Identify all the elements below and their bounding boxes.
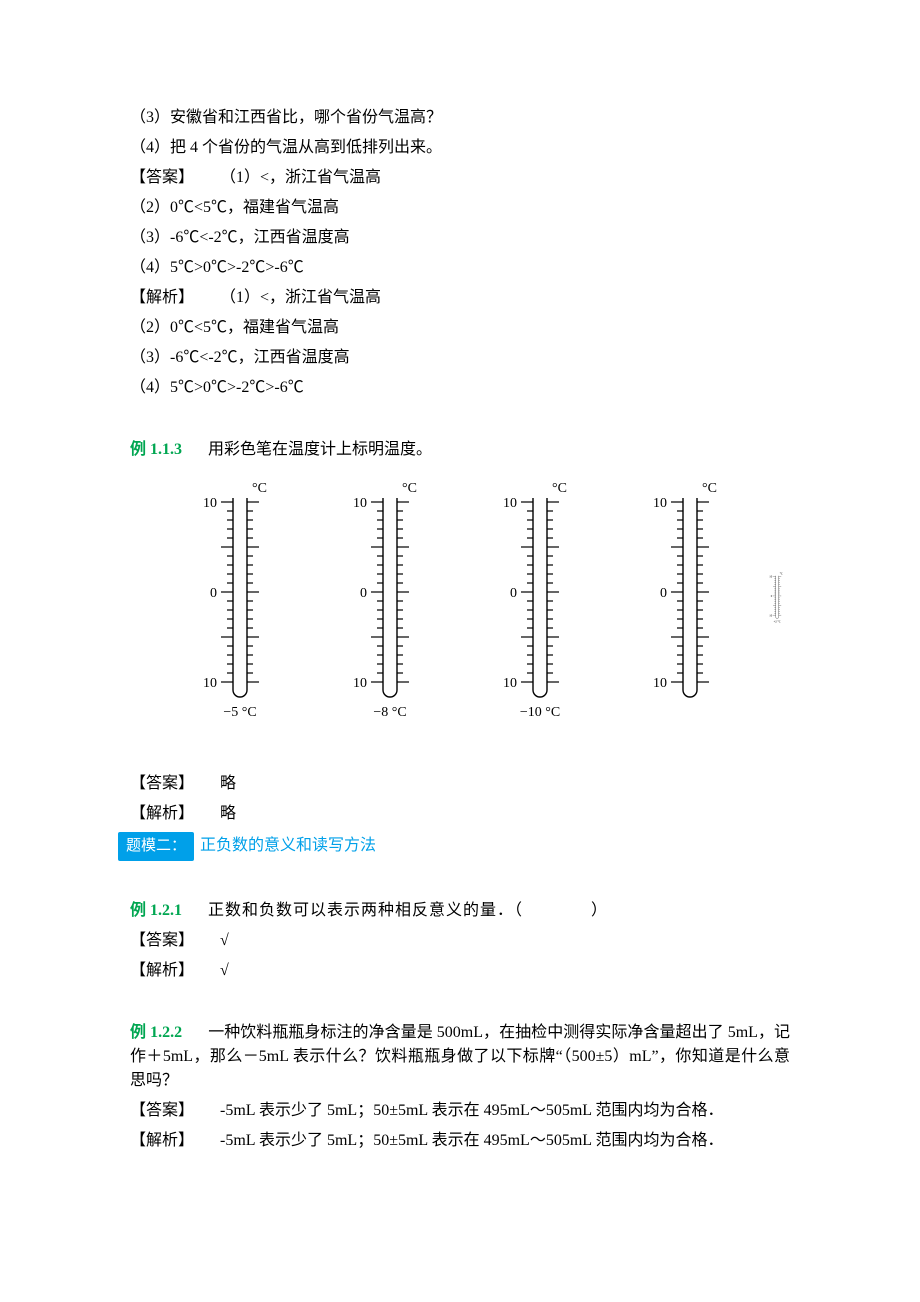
q1-answer-block: 【答案】 （1）<，浙江省气温高 <box>130 166 790 190</box>
svg-text:10: 10 <box>653 676 667 691</box>
example-number: 例 1.1.3 <box>130 441 182 458</box>
answer-label: 【答案】 <box>130 169 194 186</box>
thermometer-svg: °C 10 0 10 <box>610 472 750 722</box>
thermometer-svg: °C10010+2 °C <box>760 472 790 722</box>
example-number: 例 1.2.2 <box>130 1024 182 1041</box>
answer-text: 略 <box>220 775 236 792</box>
answer-text: √ <box>220 932 229 949</box>
q1-answer-3: （3）-6℃<-2℃，江西省温度高 <box>130 226 790 250</box>
svg-text:°C: °C <box>252 481 267 496</box>
ex121-explain: 【解析】 √ <box>130 959 790 983</box>
topic-title: 正负数的意义和读写方法 <box>200 837 376 854</box>
svg-text:°C: °C <box>552 481 567 496</box>
q1-answer-4: （4）5℃>0℃>-2℃>-6℃ <box>130 256 790 280</box>
svg-text:0: 0 <box>510 586 517 601</box>
svg-text:0: 0 <box>210 586 217 601</box>
ex122-answer: 【答案】 -5mL 表示少了 5mL；50±5mL 表示在 495mL～505m… <box>130 1099 790 1123</box>
example-1-2-2: 例 1.2.2 一种饮料瓶瓶身标注的净含量是 500mL，在抽检中测得实际净含量… <box>130 1021 790 1093</box>
thermometer-2: °C 10 0 10 −8 °C <box>310 472 450 730</box>
thermometer-1: °C 10 0 10 −5 °C <box>160 472 300 730</box>
answer-label: 【答案】 <box>130 1102 194 1119</box>
svg-text:−8 °C: −8 °C <box>373 705 406 720</box>
q1-answer-1: （1）<，浙江省气温高 <box>220 169 381 186</box>
thermometer-svg: °C10010−10 °C <box>460 472 600 722</box>
ex122-explain: 【解析】 -5mL 表示少了 5mL；50±5mL 表示在 495mL～505m… <box>130 1129 790 1153</box>
answer-label: 【答案】 <box>130 932 194 949</box>
answer-label: 【答案】 <box>130 775 194 792</box>
explain-label: 【解析】 <box>130 805 194 822</box>
explain-label: 【解析】 <box>130 962 194 979</box>
svg-text:10: 10 <box>769 575 773 579</box>
q1-answer-2: （2）0℃<5℃，福建省气温高 <box>130 196 790 220</box>
q1-explain-block: 【解析】 （1）<，浙江省气温高 <box>130 286 790 310</box>
svg-text:10: 10 <box>353 496 367 511</box>
topic-2-header: 题模二： 正负数的意义和读写方法 <box>118 832 790 861</box>
q1-explain-2: （2）0℃<5℃，福建省气温高 <box>130 316 790 340</box>
q1-explain-4: （4）5℃>0℃>-2℃>-6℃ <box>130 376 790 400</box>
q1-item-4: （4）把 4 个省份的气温从高到低排列出来。 <box>130 136 790 160</box>
thermometer-svg: °C 10 0 10 −8 °C <box>310 472 450 722</box>
svg-text:0: 0 <box>660 586 667 601</box>
svg-text:10: 10 <box>503 496 517 511</box>
thermometer-3: °C10010−10 °C <box>460 472 600 730</box>
explain-text: -5mL 表示少了 5mL；50±5mL 表示在 495mL～505mL 范围内… <box>220 1132 723 1149</box>
svg-text:10: 10 <box>353 676 367 691</box>
svg-text:−5 °C: −5 °C <box>223 705 256 720</box>
thermometer-row: °C10010−5 °C °C10010−8 °C °C10010−10 °C … <box>160 472 790 730</box>
thermometer-svg: °C 10 0 10 −5 °C <box>160 472 300 722</box>
svg-text:0: 0 <box>771 594 773 598</box>
explain-label: 【解析】 <box>130 289 194 306</box>
svg-text:0: 0 <box>360 586 367 601</box>
example-text: 正数和负数可以表示两种相反意义的量．（ ） <box>208 902 608 919</box>
explain-text: √ <box>220 962 229 979</box>
svg-text:−10 °C: −10 °C <box>520 705 560 720</box>
svg-text:10: 10 <box>769 613 773 617</box>
topic-tag: 题模二： <box>118 832 194 861</box>
svg-text:10: 10 <box>203 496 217 511</box>
answer-text: -5mL 表示少了 5mL；50±5mL 表示在 495mL～505mL 范围内… <box>220 1102 723 1119</box>
q1-item-3: （3）安徽省和江西省比，哪个省份气温高？ <box>130 106 790 130</box>
example-text: 一种饮料瓶瓶身标注的净含量是 500mL，在抽检中测得实际净含量超出了 5mL，… <box>130 1024 790 1089</box>
ex121-answer: 【答案】 √ <box>130 929 790 953</box>
q1-explain-1: （1）<，浙江省气温高 <box>220 289 381 306</box>
ex113-answer: 【答案】 略 <box>130 772 790 796</box>
svg-text:+2 °C: +2 °C <box>774 620 781 624</box>
svg-text:10: 10 <box>653 496 667 511</box>
explain-label: 【解析】 <box>130 1132 194 1149</box>
example-number: 例 1.2.1 <box>130 902 182 919</box>
explain-text: 略 <box>220 805 236 822</box>
svg-text:10: 10 <box>503 676 517 691</box>
q1-explain-3: （3）-6℃<-2℃，江西省温度高 <box>130 346 790 370</box>
thermometer-4: °C 10 0 10 <box>610 472 750 730</box>
svg-text:°C: °C <box>702 481 717 496</box>
svg-text:°C: °C <box>780 572 783 576</box>
ex113-explain: 【解析】 略 <box>130 802 790 826</box>
example-1-2-1: 例 1.2.1 正数和负数可以表示两种相反意义的量．（ ） <box>130 899 790 923</box>
example-1-1-3: 例 1.1.3 用彩色笔在温度计上标明温度。 <box>130 438 790 462</box>
svg-text:10: 10 <box>203 676 217 691</box>
example-text: 用彩色笔在温度计上标明温度。 <box>208 441 432 458</box>
svg-text:°C: °C <box>402 481 417 496</box>
